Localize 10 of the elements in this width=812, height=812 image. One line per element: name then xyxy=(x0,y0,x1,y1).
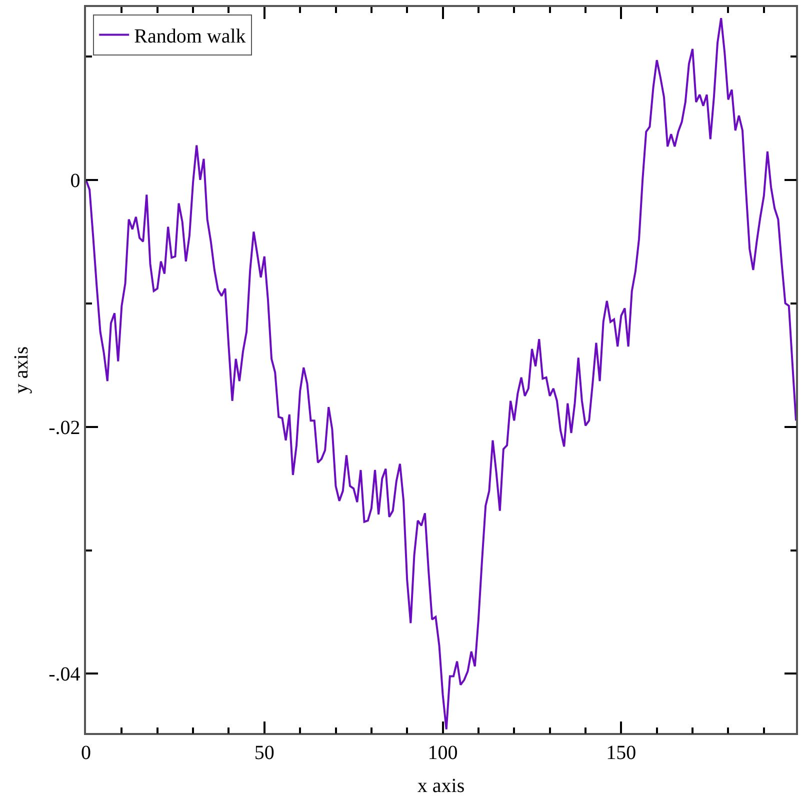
x-tick-label: 150 xyxy=(606,742,636,764)
y-tick-label: -.02 xyxy=(48,416,80,439)
y-tick-label: -.04 xyxy=(48,664,80,686)
line-series xyxy=(86,17,796,730)
y-axis-title: y axis xyxy=(10,346,33,394)
x-axis-title: x axis xyxy=(417,774,465,797)
y-tick-label: 0 xyxy=(70,170,80,192)
x-tick-label: 50 xyxy=(254,742,274,764)
x-tick-label: 100 xyxy=(428,742,458,764)
legend-label: Random walk xyxy=(134,26,246,48)
